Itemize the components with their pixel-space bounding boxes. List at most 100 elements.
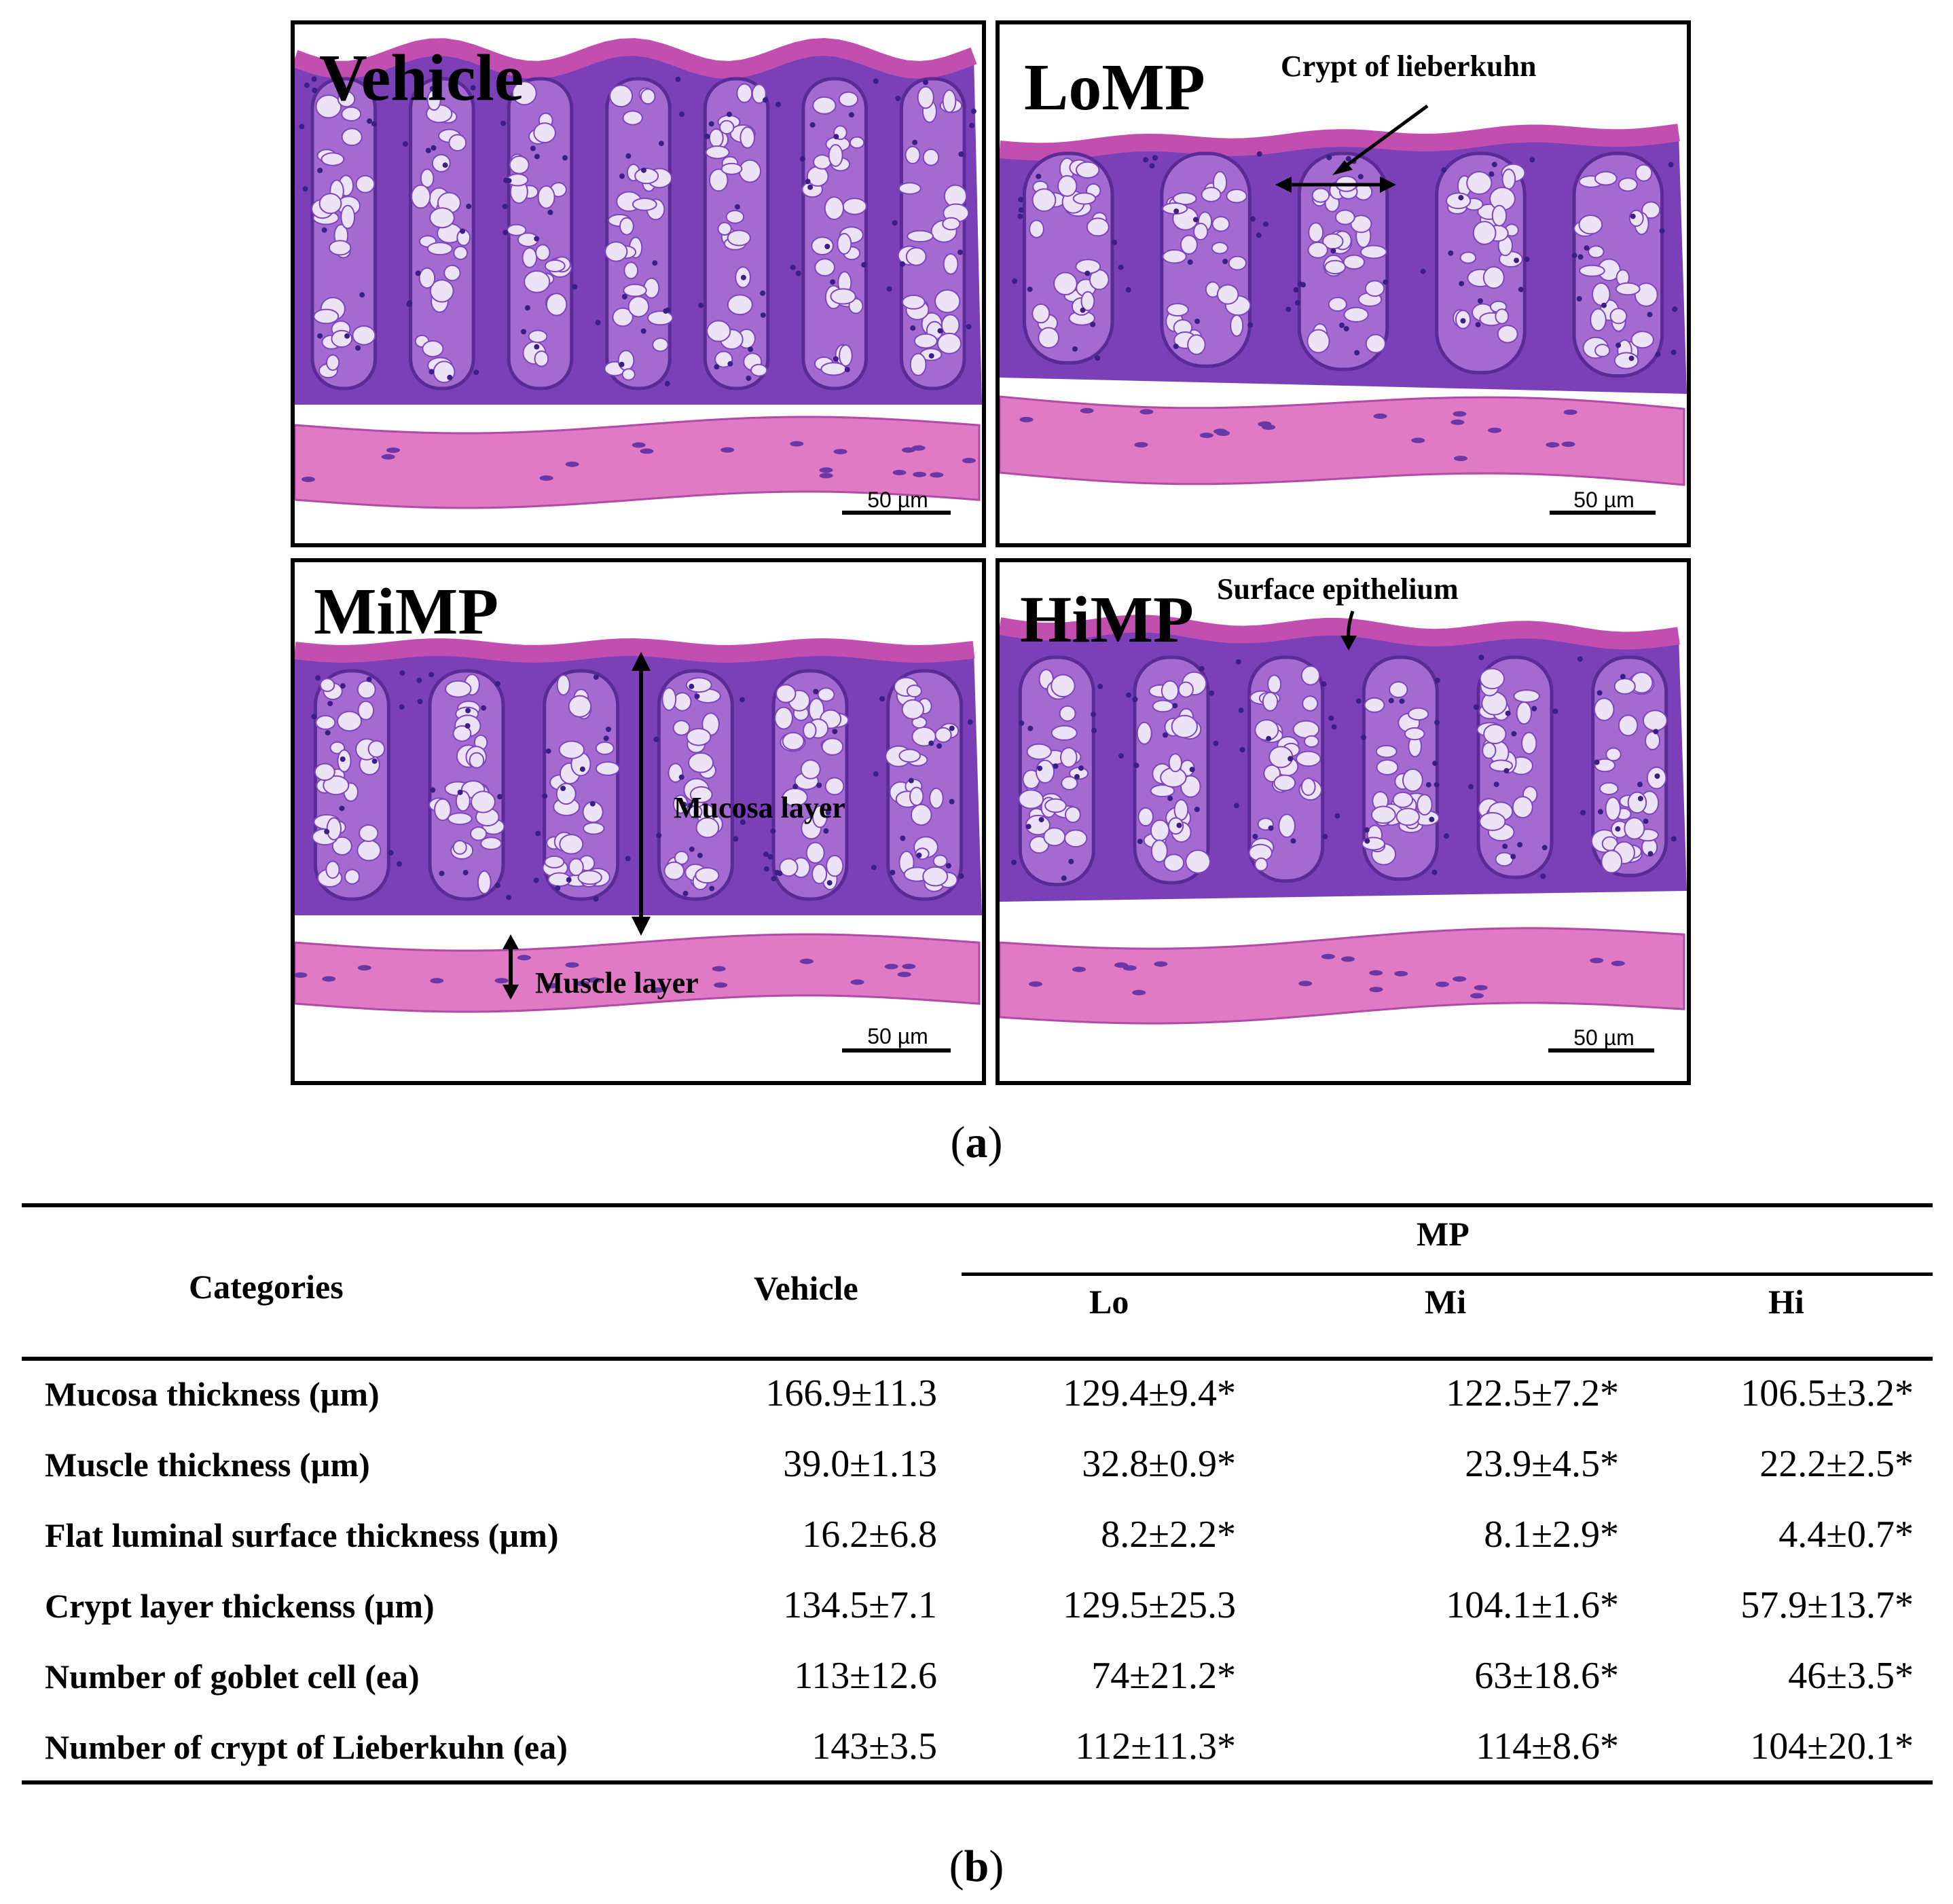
goblet-cell: [814, 258, 835, 277]
goblet-cell: [545, 293, 568, 316]
muscle-nucleus: [1546, 442, 1560, 448]
tissue-image-lomp: [1000, 124, 1687, 486]
nucleus: [1672, 306, 1678, 312]
goblet-cell: [811, 863, 828, 885]
nucleus: [824, 244, 831, 249]
nucleus: [340, 92, 346, 98]
table-row-label: Number of goblet cell (ea): [45, 1658, 420, 1696]
nucleus: [790, 264, 796, 270]
goblet-cell: [688, 752, 714, 773]
goblet-cell: [1193, 223, 1209, 240]
nucleus: [957, 249, 963, 255]
nucleus: [371, 758, 378, 764]
nucleus: [967, 719, 973, 725]
goblet-cell: [355, 175, 376, 194]
nucleus: [740, 697, 745, 703]
goblet-cell: [806, 166, 829, 187]
nucleus: [1125, 287, 1131, 293]
nucleus: [708, 121, 714, 127]
muscle-nucleus: [1436, 981, 1449, 987]
nucleus: [937, 328, 943, 334]
nucleus: [1431, 869, 1438, 875]
goblet-cell: [1594, 170, 1618, 186]
nucleus: [324, 828, 330, 835]
table-cell: 23.9±4.5*: [1465, 1443, 1619, 1485]
nucleus: [1326, 155, 1332, 161]
nucleus: [399, 704, 405, 710]
nucleus: [1172, 703, 1178, 709]
nucleus: [848, 112, 854, 118]
goblet-cell: [341, 106, 362, 122]
table-row-label: Flat luminal surface thickness (µm): [45, 1516, 559, 1554]
nucleus: [1478, 655, 1484, 661]
goblet-cell: [1162, 249, 1187, 264]
panel-title-vehicle: Vehicle: [319, 41, 524, 115]
table-cell: 16.2±6.8: [802, 1514, 937, 1556]
nucleus: [1459, 280, 1465, 287]
nucleus: [366, 676, 372, 682]
nucleus: [833, 134, 839, 140]
goblet-cell: [1402, 768, 1423, 792]
micrograph-himp: HiMP Surface epithelium 50 µm: [996, 558, 1691, 1085]
goblet-cell: [453, 246, 469, 260]
nucleus: [1354, 350, 1360, 356]
nucleus: [619, 173, 625, 179]
goblet-cell: [719, 120, 735, 134]
arrow-surface-epithelium: [1340, 610, 1357, 651]
nucleus: [595, 320, 601, 326]
goblet-cell: [708, 168, 729, 192]
nucleus: [1213, 740, 1219, 746]
table-cell: 4.4±0.7*: [1778, 1514, 1914, 1556]
muscle-nucleus: [1132, 989, 1146, 995]
nucleus: [1510, 854, 1516, 860]
nucleus: [1149, 163, 1155, 169]
goblet-cell: [1029, 219, 1044, 238]
nucleus: [1097, 683, 1103, 689]
nucleus: [895, 95, 901, 101]
goblet-cell: [1334, 209, 1355, 225]
nucleus: [1176, 822, 1182, 828]
nucleus: [689, 846, 695, 852]
nucleus: [1209, 690, 1215, 696]
goblet-cell: [455, 790, 471, 812]
nucleus: [1017, 213, 1023, 219]
nucleus: [1285, 306, 1292, 312]
goblet-cell: [1211, 216, 1230, 232]
nucleus: [1290, 838, 1296, 844]
nucleus: [327, 701, 333, 707]
nucleus: [1383, 279, 1389, 285]
goblet-cell: [544, 259, 566, 272]
goblet-cell: [341, 128, 363, 147]
goblet-cell: [1201, 187, 1222, 202]
muscle-nucleus: [819, 467, 833, 473]
nucleus: [1233, 803, 1239, 809]
goblet-cell: [469, 752, 485, 769]
nucleus: [1601, 302, 1607, 308]
nucleus: [311, 76, 317, 82]
nucleus: [912, 139, 918, 145]
nucleus: [1112, 240, 1117, 245]
nucleus: [861, 262, 867, 268]
nucleus: [970, 108, 976, 114]
goblet-cell: [411, 184, 431, 209]
goblet-cell: [1254, 857, 1268, 872]
goblet-cell: [672, 794, 689, 814]
nucleus: [727, 361, 733, 367]
goblet-cell: [805, 841, 825, 864]
table-row-label: Muscle thickness (µm): [45, 1446, 370, 1484]
nucleus: [727, 111, 732, 117]
goblet-cell: [839, 344, 853, 367]
nucleus: [1502, 843, 1508, 849]
goblet-cell: [1216, 284, 1239, 305]
goblet-cell: [1624, 817, 1645, 840]
nucleus: [1322, 834, 1328, 839]
nucleus: [1339, 323, 1345, 328]
nucleus: [325, 730, 331, 736]
nucleus: [589, 801, 596, 807]
table-header-mi: Mi: [1425, 1283, 1467, 1321]
goblet-cell: [623, 283, 647, 297]
goblet-cell: [725, 210, 745, 224]
muscle-layer: [295, 416, 981, 509]
muscle-nucleus: [962, 458, 976, 464]
goblet-cell: [1032, 303, 1051, 324]
